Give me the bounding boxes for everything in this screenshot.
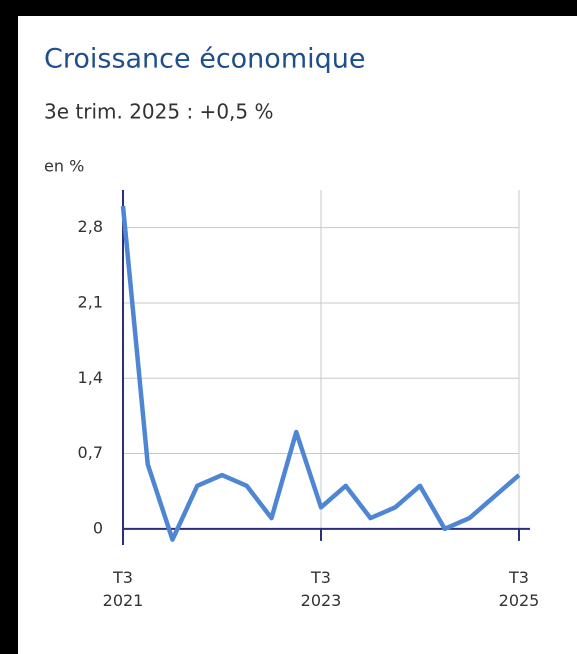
y-tick-label: 0 [93,518,103,537]
y-tick-label: 1,4 [78,368,103,387]
y-tick-label: 2,8 [78,217,103,236]
x-tick-label: T3 2021 [103,568,144,610]
chart-title: Croissance économique [44,44,365,75]
data-line [120,205,521,542]
y-axis-label: en % [44,157,84,176]
y-tick-label: 0,7 [78,443,103,462]
x-tick-label: T3 2025 [499,568,540,610]
card [18,16,577,654]
y-tick-label: 2,1 [78,292,103,311]
x-tick-label: T3 2023 [301,568,342,610]
chart-subtitle: 3e trim. 2025 : +0,5 % [44,100,273,124]
